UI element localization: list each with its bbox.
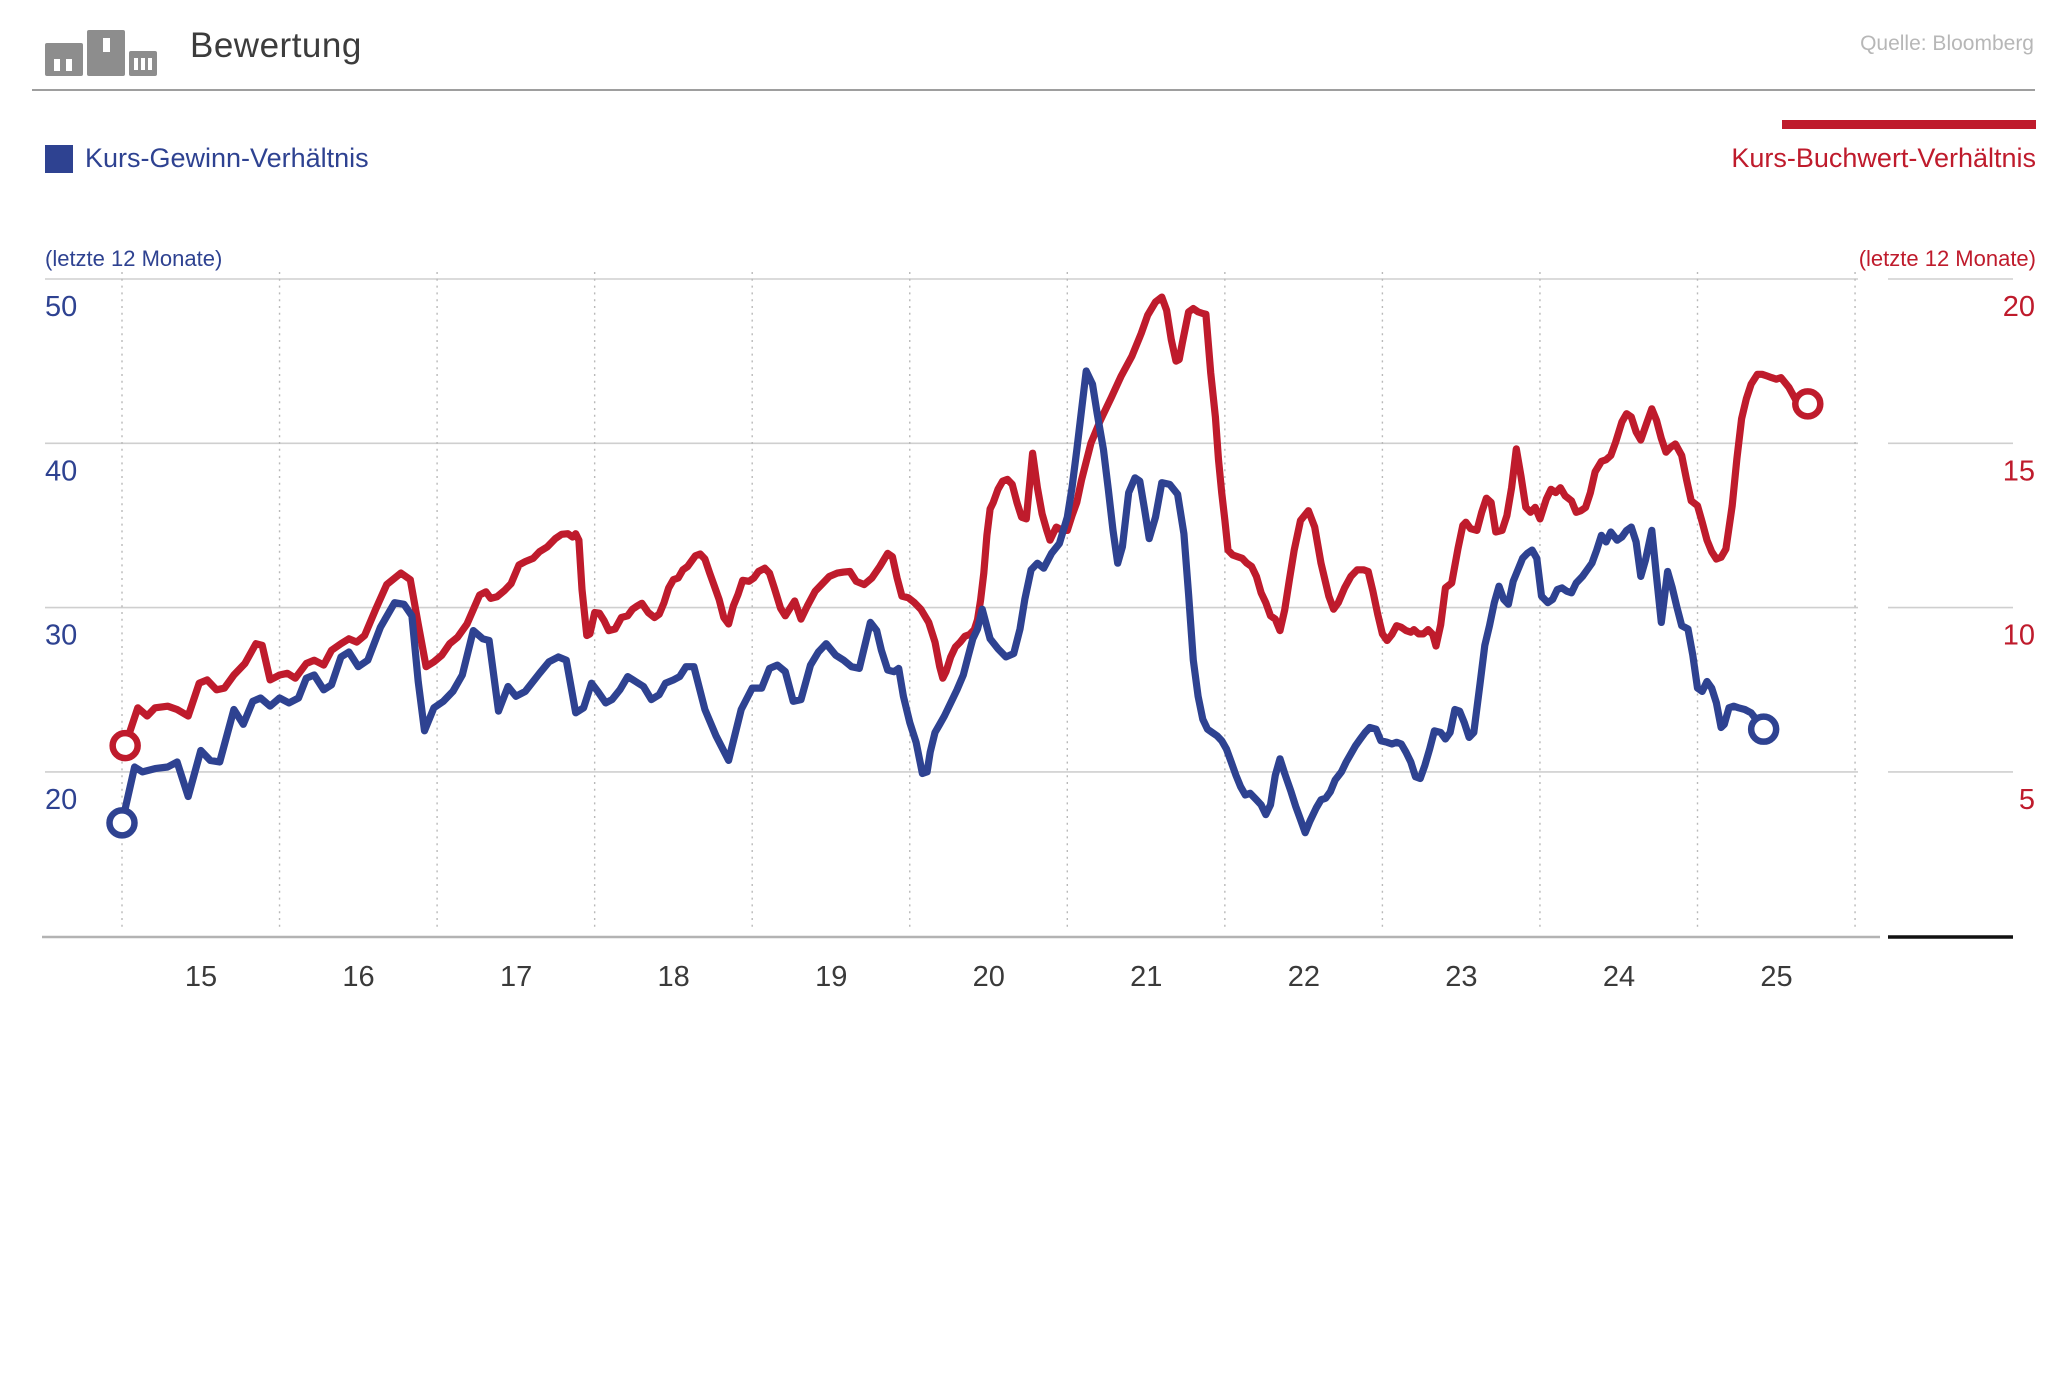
x-tick-label: 20: [973, 961, 1005, 993]
left-tick-label: 40: [45, 455, 77, 487]
right-tick-label: 5: [2019, 784, 2035, 816]
skyline-logo-icon: [45, 30, 157, 76]
left-axis-unit-label: (letzte 12 Monate): [45, 246, 223, 271]
x-tick-label: 15: [185, 961, 217, 993]
right-axis-unit-label: (letzte 12 Monate): [1858, 246, 2036, 271]
blue-swatch-icon: [45, 144, 73, 173]
x-tick-label: 18: [658, 961, 690, 993]
right-tick-label: 15: [2003, 455, 2035, 487]
source-label: Quelle: Bloomberg: [1860, 32, 2034, 55]
x-tick-label: 24: [1603, 961, 1635, 993]
endpoint-marker: [109, 729, 141, 762]
x-tick-label: 17: [500, 961, 532, 993]
left-tick-label: 20: [45, 784, 77, 816]
endpoint-marker: [1747, 713, 1780, 745]
series-line-left: [118, 367, 1768, 837]
right-tick-label: 20: [2003, 291, 2035, 323]
legend-kurs-gewinn-label: Kurs-Gewinn-Verhältnis: [85, 143, 369, 173]
legend-kurs-gewinn: Kurs-Gewinn-Verhältnis: [45, 143, 369, 174]
x-tick-label: 23: [1445, 961, 1477, 993]
page-title: Bewertung: [190, 26, 362, 65]
endpoint-marker: [1792, 388, 1824, 420]
series-line-right: [121, 293, 1812, 750]
left-tick-label: 50: [45, 291, 77, 323]
x-tick-label: 16: [342, 961, 374, 993]
x-tick-label: 21: [1130, 961, 1162, 993]
header-divider: [32, 89, 2035, 91]
x-tick-label: 25: [1760, 961, 1792, 993]
right-tick-label: 10: [2003, 620, 2035, 652]
legend-kurs-buchwert-label: Kurs-Buchwert-Verhältnis: [1731, 143, 2036, 173]
x-tick-label: 19: [815, 961, 847, 993]
legend-kurs-buchwert: Kurs-Buchwert-Verhältnis: [1731, 120, 2036, 174]
x-tick-label: 22: [1288, 961, 1320, 993]
endpoint-marker: [106, 807, 138, 839]
left-tick-label: 30: [45, 620, 77, 652]
red-bar-icon: [1782, 120, 2036, 129]
